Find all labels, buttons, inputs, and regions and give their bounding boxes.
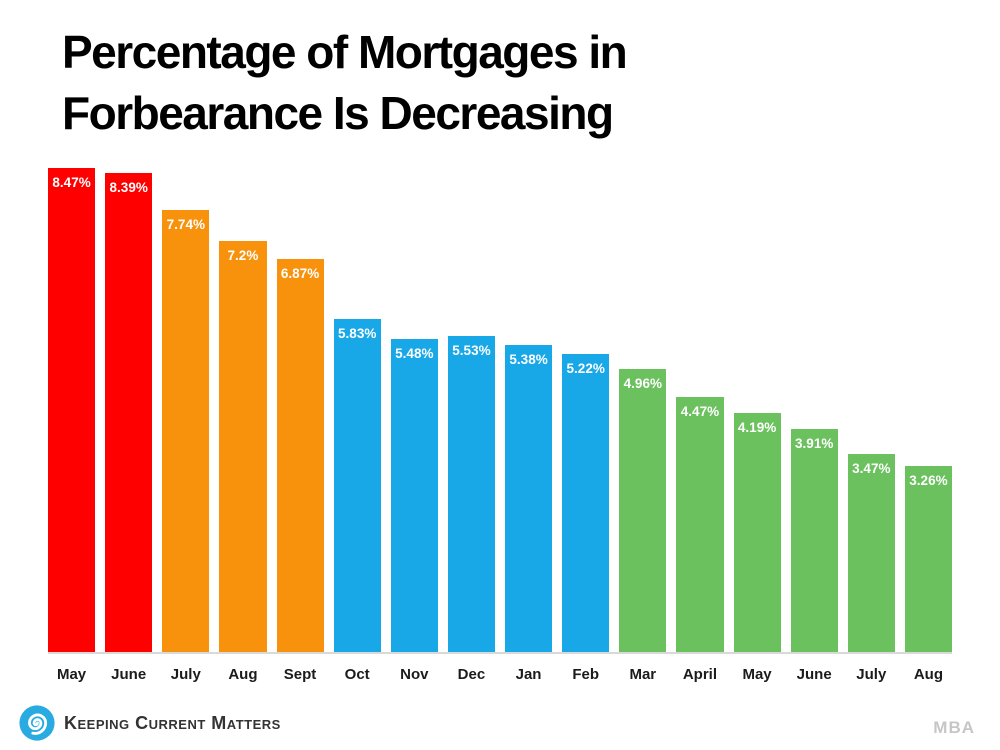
bar-value-label: 7.74% bbox=[166, 217, 205, 232]
bar: 7.74% bbox=[162, 210, 210, 652]
bar: 4.47% bbox=[676, 397, 724, 652]
plot-area: 8.47% 8.39% 7.74% 7.2% 6.87% 5.83% 5.48% 5.53% 5… bbox=[48, 168, 952, 654]
x-axis-tick-label: Jan bbox=[515, 666, 542, 683]
bar: 4.19% bbox=[733, 413, 781, 652]
x-axis-tick-label: June bbox=[796, 666, 832, 683]
x-axis-tick-label: Sept bbox=[283, 666, 317, 683]
chart-title-line-2: Forbearance Is Decreasing bbox=[62, 87, 614, 140]
x-axis-tick-label: Oct bbox=[344, 666, 370, 683]
bar: 5.53% bbox=[447, 336, 495, 652]
x-axis-labels: May June July Aug Sept Oct Nov Dec Jan Feb Mar Apri… bbox=[48, 666, 952, 683]
bar-value-label: 6.87% bbox=[280, 266, 320, 281]
bar-value-label: 8.39% bbox=[109, 180, 148, 195]
bar-value-label: 4.19% bbox=[737, 420, 777, 435]
footer: Keeping Current Matters MBA bbox=[0, 700, 1000, 750]
bar: 7.2% bbox=[219, 241, 267, 652]
bar: 8.47% bbox=[48, 168, 96, 652]
chart-title: Percentage of Mortgages in Forbearance I… bbox=[62, 22, 822, 144]
bar: 6.87% bbox=[276, 259, 324, 652]
x-axis-tick-label: Mar bbox=[629, 666, 657, 683]
bar-chart: 8.47% 8.39% 7.74% 7.2% 6.87% 5.83% 5.48% 5.53% 5… bbox=[48, 168, 952, 683]
bar-value-label: 5.38% bbox=[509, 352, 548, 367]
bar: 4.96% bbox=[619, 369, 667, 652]
source-label: MBA bbox=[933, 718, 975, 737]
x-axis-tick-label: April bbox=[682, 666, 718, 683]
bar-value-label: 8.47% bbox=[52, 175, 91, 190]
kcm-logo-text: Keeping Current Matters bbox=[64, 712, 281, 733]
x-axis-tick-label: Dec bbox=[457, 666, 486, 683]
x-axis-tick-label: June bbox=[111, 666, 147, 683]
x-axis-tick-label: May bbox=[742, 666, 772, 683]
bar-value-label: 7.2% bbox=[227, 248, 259, 263]
chart-title-line-1: Percentage of Mortgages in bbox=[62, 26, 628, 78]
bar: 3.47% bbox=[847, 454, 895, 652]
bar: 5.38% bbox=[505, 345, 553, 652]
x-axis-tick-label: July bbox=[856, 666, 887, 683]
bar-value-label: 5.83% bbox=[338, 326, 377, 341]
bar: 5.48% bbox=[390, 339, 438, 652]
x-axis-tick-label: May bbox=[56, 666, 87, 683]
bar-value-label: 5.48% bbox=[395, 346, 434, 361]
x-axis-tick-label: Nov bbox=[400, 666, 429, 683]
bar: 8.39% bbox=[105, 173, 153, 652]
bar-value-label: 4.96% bbox=[623, 376, 662, 391]
x-axis-tick-label: July bbox=[170, 666, 201, 683]
bar-value-label: 5.22% bbox=[566, 361, 605, 376]
x-axis-tick-label: Aug bbox=[228, 666, 258, 683]
bar: 3.91% bbox=[790, 429, 838, 652]
x-axis-tick-label: Aug bbox=[913, 666, 944, 683]
bar-value-label: 3.47% bbox=[852, 461, 891, 476]
bar-value-label: 4.47% bbox=[680, 404, 720, 419]
kcm-logo: Keeping Current Matters bbox=[18, 704, 281, 742]
bar: 5.22% bbox=[562, 354, 610, 652]
bar-value-label: 3.26% bbox=[909, 473, 948, 488]
bar: 3.26% bbox=[904, 466, 952, 652]
bar: 5.83% bbox=[333, 319, 381, 652]
x-axis-tick-label: Feb bbox=[572, 666, 600, 683]
bar-value-label: 3.91% bbox=[795, 436, 834, 451]
kcm-swirl-icon bbox=[19, 705, 55, 741]
bar-value-label: 5.53% bbox=[452, 343, 491, 358]
